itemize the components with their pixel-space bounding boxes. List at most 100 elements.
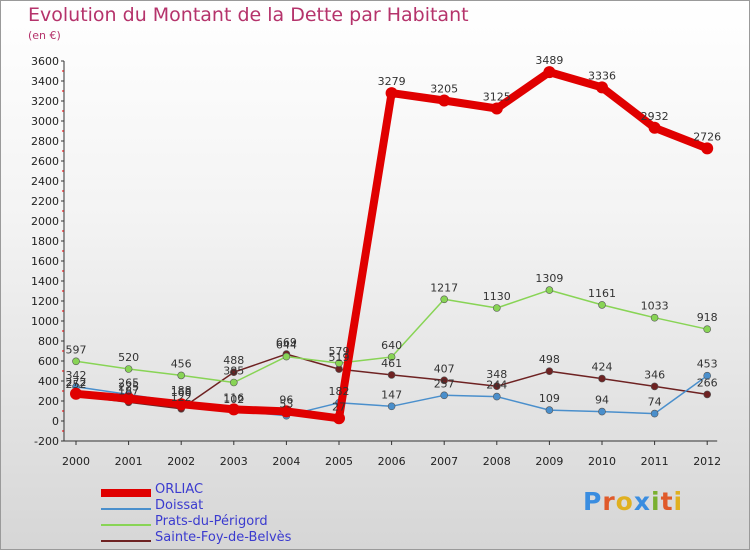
- data-label-prats-du-perigord: 918: [697, 311, 718, 324]
- data-point-sainte-foy-de-belves: [387, 371, 396, 379]
- y-tick-label: 2200: [31, 195, 59, 208]
- data-point-orliac: [122, 392, 135, 405]
- data-label-orliac: 168: [171, 386, 192, 399]
- y-tick-label: 2000: [31, 215, 59, 228]
- data-label-prats-du-perigord: 456: [171, 357, 192, 370]
- y-tick-label: 2400: [31, 175, 59, 188]
- data-label-sainte-foy-de-belves: 122: [171, 391, 192, 404]
- data-point-orliac: [490, 102, 503, 115]
- data-label-orliac: 2932: [641, 110, 669, 123]
- data-label-sainte-foy-de-belves: 669: [276, 336, 297, 349]
- x-tick-label: 2000: [62, 455, 90, 468]
- data-point-orliac: [701, 142, 714, 155]
- legend-label: Doissat: [155, 498, 204, 513]
- data-label-sainte-foy-de-belves: 407: [434, 362, 455, 375]
- data-point-prats-du-perigord: [72, 357, 80, 366]
- data-point-prats-du-perigord: [230, 378, 238, 387]
- data-label-sainte-foy-de-belves: 488: [223, 354, 244, 367]
- data-point-sainte-foy-de-belves: [598, 374, 606, 383]
- data-label-prats-du-perigord: 520: [118, 351, 139, 364]
- data-point-prats-du-perigord: [598, 301, 606, 309]
- legend-item-doissat: Doissat: [101, 498, 361, 517]
- data-label-doissat: 74: [648, 396, 662, 409]
- data-label-sainte-foy-de-belves: 519: [329, 351, 350, 364]
- legend-label: Prats-du-Périgord: [155, 514, 268, 529]
- data-label-orliac: 3279: [378, 75, 406, 88]
- data-label-sainte-foy-de-belves: 424: [592, 361, 613, 374]
- data-point-orliac: [596, 81, 608, 94]
- y-tick-label: -200: [34, 435, 59, 448]
- x-tick-label: 2012: [693, 455, 721, 468]
- data-label-doissat: 182: [329, 385, 350, 398]
- data-label-doissat: 265: [118, 377, 139, 390]
- y-tick-label: 1600: [31, 255, 59, 268]
- y-tick-label: 2800: [31, 135, 59, 148]
- x-tick-label: 2010: [588, 455, 616, 468]
- data-label-sainte-foy-de-belves: 252: [66, 378, 87, 391]
- data-label-orliac: 272: [66, 376, 87, 389]
- y-tick-label: 3200: [31, 95, 59, 108]
- x-tick-label: 2009: [535, 455, 563, 468]
- data-label-prats-du-perigord: 385: [223, 365, 244, 378]
- data-label-prats-du-perigord: 1033: [641, 300, 669, 313]
- data-label-doissat: 147: [381, 388, 402, 401]
- y-tick-label: 1000: [31, 315, 59, 328]
- chart-subtitle: (en €): [28, 29, 61, 42]
- y-tick-label: 800: [38, 335, 59, 348]
- logo-letter: i: [651, 487, 661, 516]
- y-tick-label: 3400: [31, 75, 59, 88]
- data-label-doissat: 188: [171, 384, 192, 397]
- data-label-sainte-foy-de-belves: 348: [486, 368, 507, 381]
- logo-letter: o: [615, 487, 634, 516]
- x-tick-label: 2001: [115, 455, 143, 468]
- data-label-sainte-foy-de-belves: 266: [697, 376, 718, 389]
- data-point-doissat: [387, 402, 396, 411]
- data-label-doissat: 244: [486, 379, 507, 392]
- data-point-doissat: [598, 407, 606, 416]
- data-point-orliac: [70, 387, 82, 400]
- logo-letter: t: [660, 487, 674, 516]
- data-label-doissat: 102: [223, 393, 244, 406]
- data-point-sainte-foy-de-belves: [650, 382, 659, 391]
- legend-label: ORLIAC: [155, 482, 204, 497]
- data-label-orliac: 3336: [588, 69, 616, 82]
- data-label-prats-du-perigord: 640: [381, 339, 402, 352]
- data-label-orliac: 2726: [693, 130, 721, 143]
- x-tick-label: 2011: [641, 455, 669, 468]
- y-tick-label: 3600: [31, 55, 59, 68]
- data-label-doissat: 94: [595, 394, 609, 407]
- data-point-prats-du-perigord: [282, 352, 291, 361]
- y-tick-label: 1400: [31, 275, 59, 288]
- data-label-prats-du-perigord: 579: [329, 345, 350, 358]
- data-point-prats-du-perigord: [703, 325, 712, 334]
- data-point-prats-du-perigord: [387, 353, 396, 361]
- data-label-orliac: 3489: [535, 54, 563, 67]
- data-label-doissat: 257: [434, 377, 455, 390]
- x-tick-label: 2006: [378, 455, 406, 468]
- logo-letter: i: [673, 487, 684, 516]
- legend-item-sainte-foy-de-belves: Sainte-Foy-de-Belvès: [101, 530, 361, 549]
- x-tick-label: 2005: [325, 455, 353, 468]
- data-point-doissat: [440, 391, 449, 400]
- data-label-prats-du-perigord: 1161: [588, 287, 616, 300]
- data-point-orliac: [227, 403, 240, 416]
- data-label-prats-du-perigord: 644: [276, 339, 297, 352]
- x-tick-label: 2008: [483, 455, 511, 468]
- y-tick-label: 600: [38, 355, 59, 368]
- data-point-sainte-foy-de-belves: [230, 368, 238, 377]
- data-label-prats-du-perigord: 1217: [430, 281, 458, 294]
- y-tick-label: 1200: [31, 295, 59, 308]
- data-point-prats-du-perigord: [492, 304, 501, 312]
- data-point-prats-du-perigord: [545, 286, 554, 294]
- data-label-doissat: 453: [697, 358, 718, 371]
- chart-legend: ORLIAC Doissat Prats-du-Périgord Sainte-Foy…: [101, 482, 361, 549]
- chart-title: Evolution du Montant de la Dette par Hab…: [28, 4, 469, 26]
- data-point-orliac: [385, 87, 398, 100]
- data-point-doissat: [650, 409, 659, 418]
- logo-letter: r: [602, 487, 616, 516]
- x-tick-label: 2007: [430, 455, 458, 468]
- legend-swatch: [101, 508, 151, 510]
- chart-series: [70, 66, 714, 425]
